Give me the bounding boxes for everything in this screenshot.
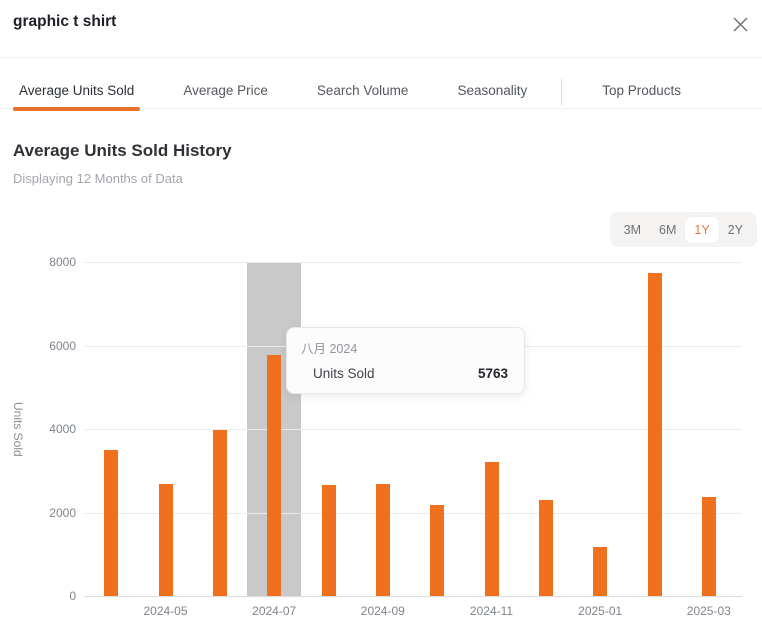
section-subtitle: Displaying 12 Months of Data	[13, 171, 183, 186]
tooltip-month: 八月 2024	[301, 342, 358, 356]
tooltip-row: Units Sold 5763	[301, 366, 508, 381]
x-tick-label-2024-07: 2024-07	[252, 604, 297, 618]
x-tick-label-2024-05: 2024-05	[143, 604, 188, 618]
tab-bar: Average Units Sold Average Price Search Vo…	[0, 75, 762, 111]
bar-2024-05[interactable]	[158, 484, 173, 596]
y-tick-label-6000: 6000	[49, 338, 76, 353]
close-icon	[733, 17, 747, 31]
y-tick-label-4000: 4000	[49, 422, 76, 436]
bar-2024-11[interactable]	[484, 462, 499, 596]
bar-2025-02[interactable]	[647, 272, 662, 596]
x-tick-label-2024-11: 2024-11	[469, 604, 514, 618]
tab-average-units-sold[interactable]: Average Units Sold	[13, 75, 141, 111]
x-tick-label-2025-01: 2025-01	[578, 604, 623, 618]
range-option-6m[interactable]: 6M	[659, 222, 677, 237]
bar-2024-09[interactable]	[375, 483, 390, 596]
gridline-2000	[84, 512, 742, 514]
range-selector: 3M 6M 1Y 2Y	[609, 212, 757, 247]
tab-group-divider	[561, 78, 563, 105]
y-tick-label-8000: 8000	[49, 255, 76, 269]
gridline-4000	[84, 429, 742, 430]
tab-search-volume[interactable]: Search Volume	[316, 82, 409, 98]
y-axis-title: Units Sold	[11, 401, 25, 457]
tooltip-value: 5763	[477, 366, 508, 381]
tab-average-price[interactable]: Average Price	[183, 82, 268, 98]
close-button[interactable]	[726, 10, 754, 38]
modal-header: graphic t shirt	[0, 0, 762, 57]
chart-tooltip: 八月 2024 Units Sold 5763	[286, 327, 525, 394]
bar-2025-01[interactable]	[593, 547, 608, 596]
gridline-6000	[84, 345, 742, 347]
x-tick-label-2025-03: 2025-03	[686, 604, 731, 618]
tab-top-products[interactable]: Top Products	[602, 82, 682, 98]
bar-2024-08[interactable]	[321, 485, 336, 596]
y-tick-label-2000: 2000	[49, 505, 76, 520]
header-divider	[0, 57, 762, 58]
gridline-0	[84, 596, 742, 597]
page-title: graphic t shirt	[13, 13, 117, 30]
bar-2024-12[interactable]	[538, 500, 553, 596]
range-option-3m[interactable]: 3M	[623, 222, 642, 237]
x-tick-label-2024-09: 2024-09	[360, 604, 405, 618]
section-title: Average Units Sold History	[13, 141, 232, 160]
bar-2024-06[interactable]	[212, 430, 227, 596]
range-option-2y[interactable]: 2Y	[727, 222, 743, 237]
bar-2025-03[interactable]	[701, 496, 716, 596]
range-option-1y[interactable]: 1Y	[685, 216, 719, 243]
bar-2024-10[interactable]	[430, 504, 445, 596]
bar-2024-04[interactable]	[104, 449, 119, 596]
bar-2024-07[interactable]	[267, 355, 282, 596]
tab-seasonality[interactable]: Seasonality	[457, 82, 528, 98]
gridline-8000	[84, 262, 742, 263]
tooltip-series-label: Units Sold	[313, 366, 375, 381]
y-tick-label-0: 0	[69, 589, 76, 603]
